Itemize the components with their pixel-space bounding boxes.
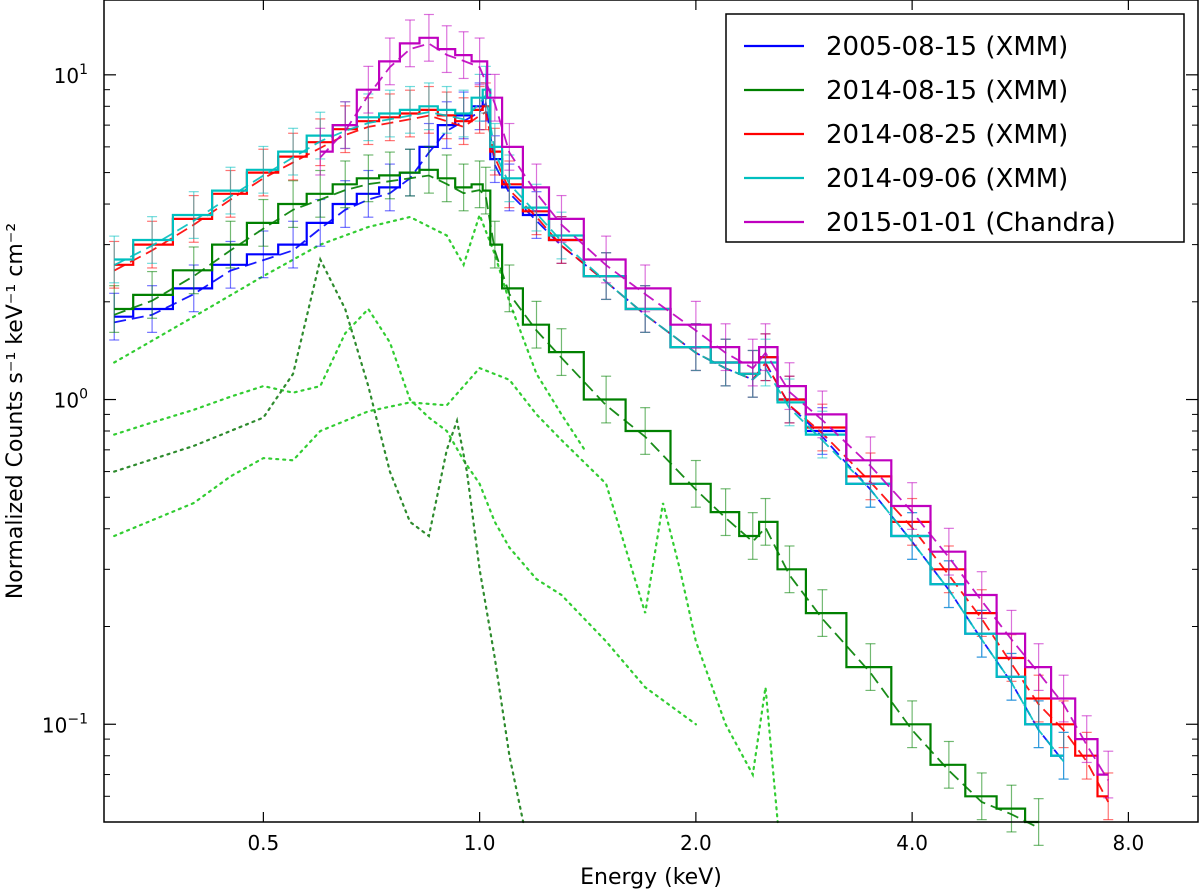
legend-label: 2014-08-15 (XMM) bbox=[826, 76, 1068, 106]
model-component-curve-1 bbox=[113, 307, 698, 726]
series-model-line bbox=[113, 174, 1040, 829]
legend-label: 2005-08-15 (XMM) bbox=[826, 32, 1068, 62]
series-model-line bbox=[319, 42, 1109, 781]
x-axis-label: Energy (keV) bbox=[580, 865, 722, 890]
plot-frame bbox=[103, 0, 1199, 823]
legend-label: 2015-01-01 (Chandra) bbox=[826, 208, 1116, 238]
y-axis-label: Normalized Counts s⁻¹ keV⁻¹ cm⁻² bbox=[3, 223, 28, 599]
model-component-curve-4 bbox=[113, 211, 586, 451]
model-components-layer bbox=[113, 211, 779, 824]
x-tick-label: 8.0 bbox=[1112, 831, 1144, 855]
x-tick-label: 1.0 bbox=[464, 831, 496, 855]
legend-box bbox=[725, 13, 1185, 243]
x-tick-label: 4.0 bbox=[896, 831, 928, 855]
legend-label: 2014-09-06 (XMM) bbox=[826, 164, 1068, 194]
series-step-line bbox=[114, 88, 1064, 757]
y-axis: 10−1 100 101 bbox=[42, 62, 1198, 823]
series-layer bbox=[109, 13, 1114, 846]
y-tick-label: 10−1 bbox=[42, 711, 88, 737]
series-2 bbox=[109, 145, 1044, 846]
model-component-curve-3 bbox=[113, 366, 779, 824]
legend-label: 2014-08-25 (XMM) bbox=[826, 120, 1068, 150]
legend: 2005-08-15 (XMM) 2014-08-15 (XMM) 2014-08-… bbox=[725, 13, 1185, 243]
series-5 bbox=[315, 13, 1114, 799]
series-step-line bbox=[320, 36, 1109, 776]
x-tick-label: 0.5 bbox=[247, 831, 279, 855]
x-tick-label: 2.0 bbox=[680, 831, 712, 855]
y-tick-label: 101 bbox=[54, 62, 88, 88]
x-axis: 0.5 1.0 2.0 4.0 8.0 bbox=[247, 0, 1144, 855]
series-step-line bbox=[114, 168, 1039, 824]
y-tick-label: 100 bbox=[54, 387, 88, 413]
model-component-curve-2 bbox=[113, 256, 525, 824]
